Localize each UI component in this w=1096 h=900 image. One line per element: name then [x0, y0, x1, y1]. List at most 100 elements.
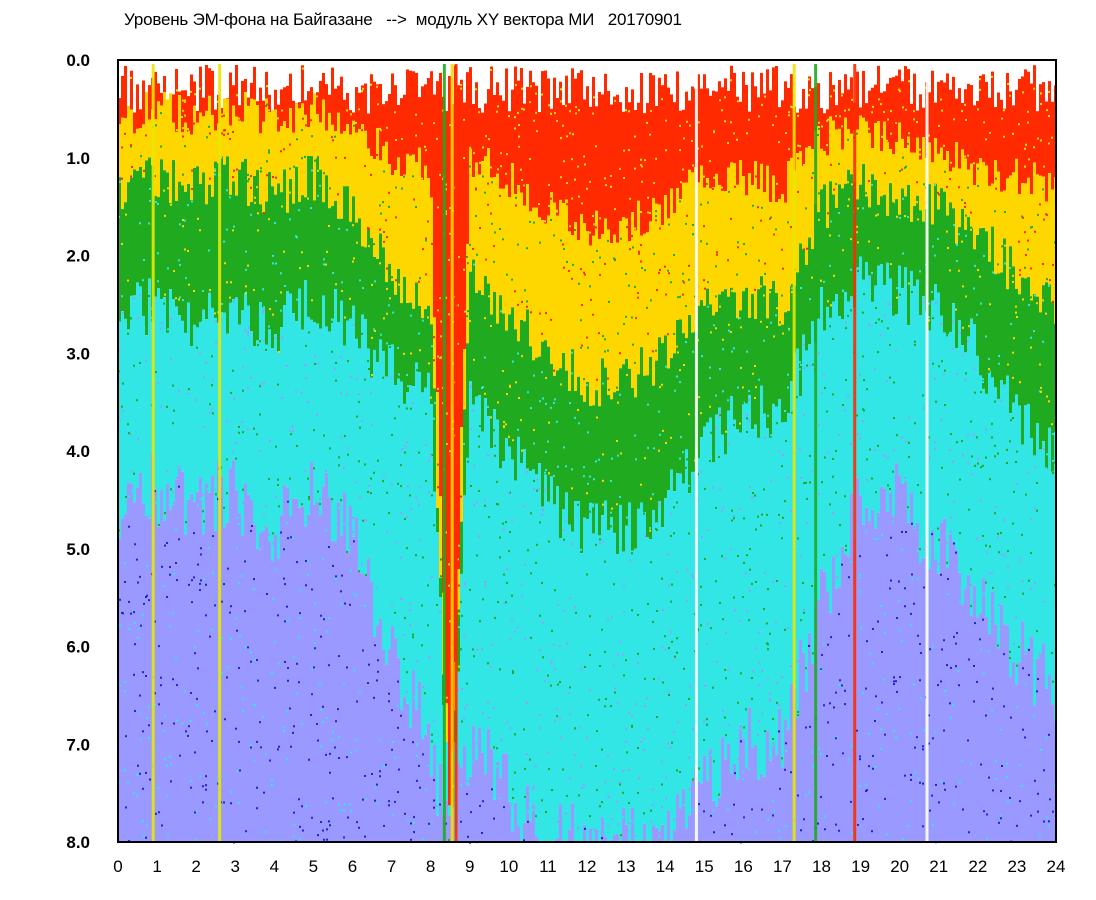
- density-speck: [142, 671, 144, 674]
- density-speck: [923, 300, 925, 303]
- density-speck: [541, 93, 543, 96]
- density-speck: [917, 634, 919, 637]
- density-speck: [386, 531, 388, 534]
- density-cell: [238, 324, 241, 514]
- density-speck: [890, 132, 892, 135]
- density-cell: [184, 191, 187, 333]
- density-speck: [226, 676, 228, 679]
- density-speck: [188, 388, 190, 391]
- density-speck: [449, 620, 451, 623]
- density-speck: [892, 520, 894, 523]
- density-speck: [833, 89, 835, 92]
- density-speck: [712, 486, 714, 489]
- density-speck: [758, 684, 760, 687]
- density-speck: [676, 570, 678, 573]
- density-cell: [655, 522, 658, 828]
- density-speck: [1037, 137, 1039, 140]
- density-cell: [901, 188, 904, 289]
- density-speck: [241, 421, 243, 424]
- density-cell: [331, 540, 334, 842]
- density-speck: [959, 532, 961, 535]
- density-speck: [1052, 433, 1054, 436]
- density-cell: [700, 300, 703, 438]
- density-cell: [1048, 173, 1051, 285]
- density-speck: [253, 427, 255, 430]
- density-cell: [604, 500, 607, 837]
- density-column: [784, 81, 787, 842]
- density-column: [445, 111, 448, 842]
- density-speck: [827, 451, 829, 454]
- density-speck: [484, 317, 486, 320]
- density-speck: [772, 717, 774, 720]
- density-speck: [565, 465, 567, 468]
- density-cell: [964, 352, 967, 589]
- density-speck: [202, 510, 204, 513]
- density-speck: [884, 733, 886, 736]
- density-column: [625, 87, 628, 842]
- y-tick-label: 1.0: [66, 149, 90, 168]
- density-speck: [539, 312, 541, 315]
- density-speck: [358, 108, 360, 111]
- density-speck: [566, 182, 568, 185]
- density-cell: [805, 691, 808, 842]
- density-speck: [772, 124, 774, 127]
- density-speck: [319, 683, 321, 686]
- density-speck: [889, 344, 891, 347]
- density-speck: [350, 569, 352, 572]
- density-cell: [367, 228, 370, 349]
- density-cell: [757, 779, 760, 842]
- density-column: [676, 71, 679, 842]
- density-cell: [130, 295, 133, 484]
- density-cell: [688, 815, 691, 842]
- density-cell: [886, 142, 889, 216]
- density-speck: [665, 293, 667, 296]
- density-speck: [440, 558, 442, 561]
- density-speck: [130, 145, 132, 148]
- density-cell: [817, 212, 820, 319]
- density-cell: [400, 303, 403, 382]
- density-cell: [667, 810, 670, 842]
- density-speck: [457, 342, 459, 345]
- density-speck: [179, 754, 181, 757]
- density-cell: [946, 215, 949, 335]
- density-speck: [362, 649, 364, 652]
- density-speck: [550, 112, 552, 115]
- density-cell: [121, 117, 124, 210]
- density-cell: [700, 437, 703, 784]
- density-speck: [439, 297, 441, 300]
- density-speck: [772, 580, 774, 583]
- density-speck: [290, 745, 292, 748]
- density-speck: [353, 323, 355, 326]
- density-speck: [740, 740, 742, 743]
- density-speck: [539, 241, 541, 244]
- density-speck: [988, 370, 990, 373]
- density-column: [1042, 82, 1045, 842]
- density-speck: [128, 495, 130, 498]
- density-speck: [736, 273, 738, 276]
- density-speck: [772, 737, 774, 740]
- density-speck: [280, 531, 282, 534]
- density-speck: [235, 727, 237, 730]
- density-cell: [280, 126, 283, 193]
- density-cell: [295, 166, 298, 322]
- density-speck: [559, 716, 561, 719]
- density-cell: [586, 381, 589, 519]
- density-speck: [607, 239, 609, 242]
- density-cell: [877, 204, 880, 266]
- density-speck: [1007, 586, 1009, 589]
- density-speck: [977, 185, 979, 188]
- density-column: [142, 80, 145, 842]
- density-column: [913, 73, 916, 842]
- density-column: [265, 71, 268, 842]
- density-speck: [623, 674, 625, 677]
- density-cell: [340, 76, 343, 134]
- density-speck: [133, 297, 135, 300]
- density-cell: [970, 227, 973, 319]
- density-speck: [286, 365, 288, 368]
- density-speck: [967, 154, 969, 157]
- density-speck: [764, 262, 766, 265]
- density-speck: [803, 413, 805, 416]
- density-speck: [833, 188, 835, 191]
- density-cell: [685, 338, 688, 450]
- density-cell: [1000, 191, 1003, 273]
